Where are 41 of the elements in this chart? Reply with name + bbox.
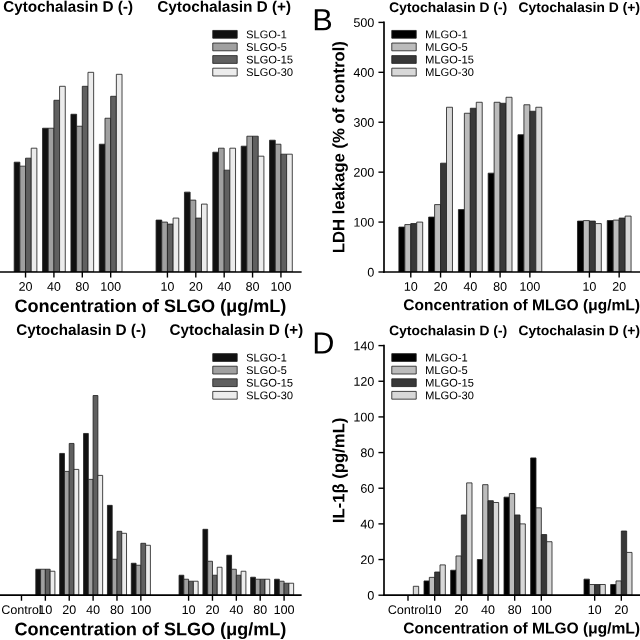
bar	[172, 217, 180, 272]
bar	[42, 127, 49, 272]
bar	[286, 153, 293, 272]
bar	[264, 578, 271, 596]
bar	[121, 532, 127, 596]
bar	[492, 502, 500, 596]
bar	[269, 139, 276, 272]
y-axis-title: IL-1β (pg/mL)	[332, 418, 348, 523]
bar	[229, 147, 236, 272]
bar	[189, 199, 197, 272]
bar	[252, 135, 259, 272]
bar	[70, 113, 78, 272]
bar	[155, 219, 163, 272]
bar	[19, 165, 26, 272]
bar	[201, 203, 208, 272]
bar	[546, 541, 553, 596]
bar	[535, 106, 543, 272]
bar	[599, 584, 606, 596]
bar	[446, 106, 453, 272]
bar	[475, 101, 483, 272]
x-axis-title: Concentration of SLGO (μg/mL)	[15, 298, 286, 316]
chart-title: B	[314, 9, 332, 31]
bar	[624, 215, 632, 272]
bar	[505, 96, 513, 272]
chart-title: D	[314, 332, 333, 354]
bar	[212, 151, 219, 272]
bar	[161, 221, 168, 272]
bar	[416, 221, 424, 272]
bar	[288, 582, 295, 596]
bar	[466, 482, 473, 596]
bar	[218, 147, 225, 272]
y-axis-title: LDH leakage (% of control)	[332, 41, 348, 253]
bar	[594, 223, 602, 272]
bar	[87, 71, 95, 272]
bar	[439, 564, 446, 596]
bar	[145, 544, 151, 596]
bar	[59, 85, 66, 272]
bar	[30, 147, 38, 272]
x-axis-title: Concentration of SLGO (μg/mL)	[15, 622, 286, 640]
bar	[115, 73, 123, 272]
bar	[246, 135, 253, 272]
